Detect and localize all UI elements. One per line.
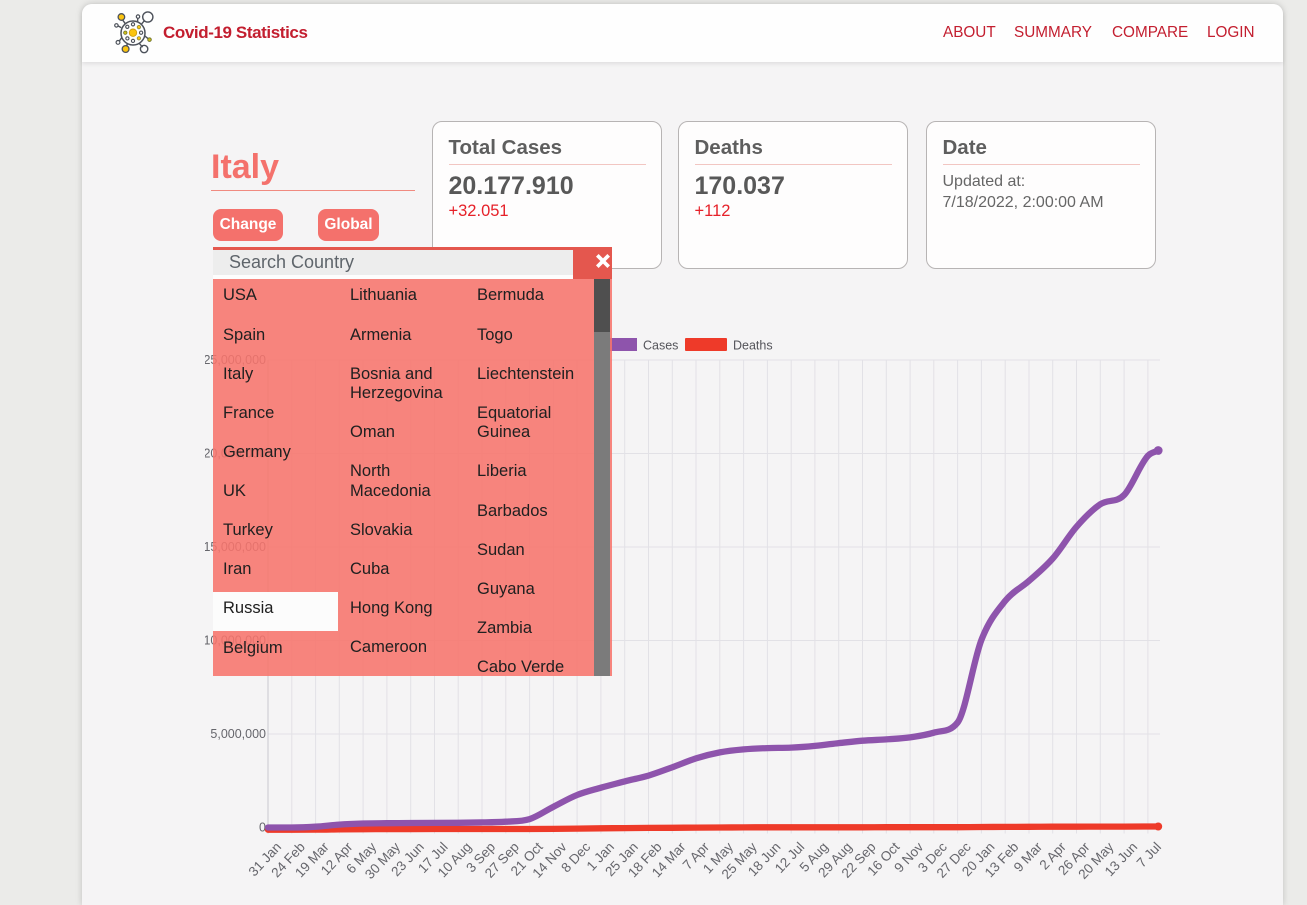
svg-text:Deaths: Deaths: [733, 339, 773, 353]
svg-text:7 Jul: 7 Jul: [1134, 839, 1164, 870]
svg-text:Cases: Cases: [643, 339, 678, 353]
svg-text:0: 0: [259, 821, 266, 835]
svg-text:5,000,000: 5,000,000: [210, 727, 266, 741]
